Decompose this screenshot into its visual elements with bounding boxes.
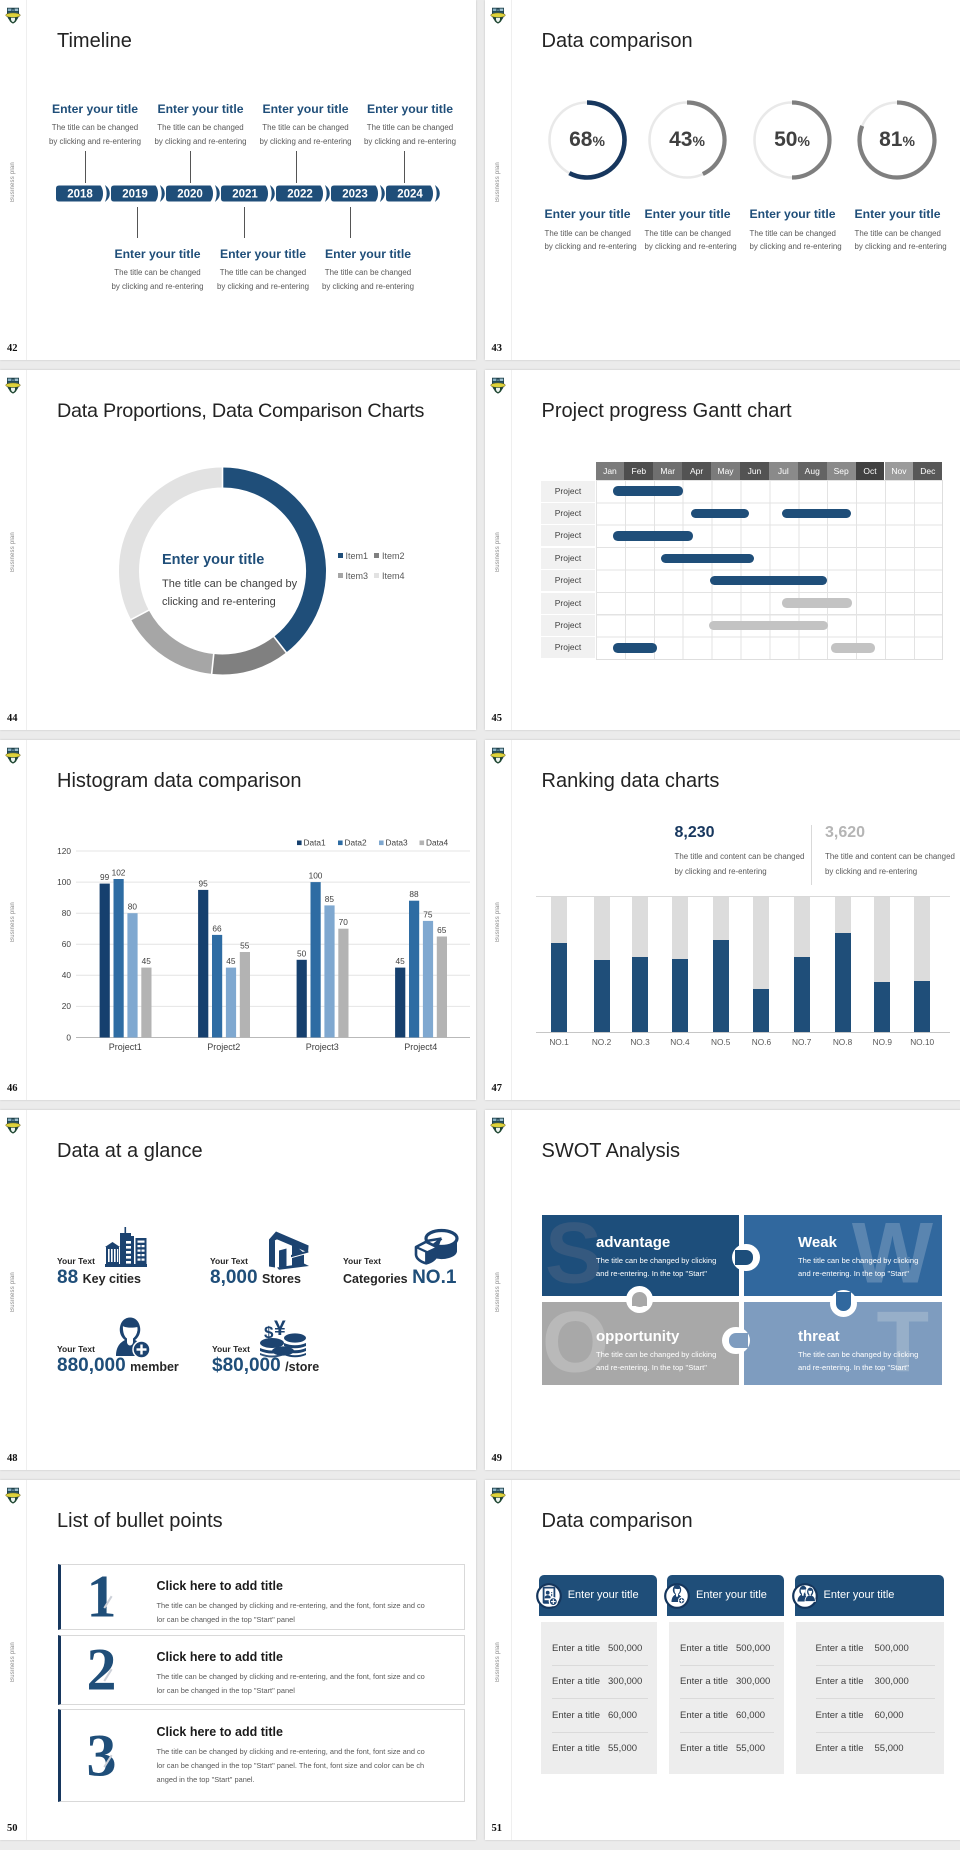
svg-text:2024: 2024 [397, 189, 423, 201]
svg-text:80: 80 [128, 902, 138, 912]
svg-text:2020: 2020 [177, 189, 203, 201]
svg-text:Project1: Project1 [109, 1042, 142, 1052]
svg-text:Data2: Data2 [345, 838, 368, 848]
svg-text:2018: 2018 [67, 189, 93, 201]
svg-text:20: 20 [62, 1001, 72, 1011]
svg-text:45: 45 [395, 956, 405, 966]
svg-text:2019: 2019 [122, 189, 148, 201]
svg-text:102: 102 [112, 868, 126, 878]
svg-text:40: 40 [62, 970, 72, 980]
svg-text:Data3: Data3 [386, 838, 409, 848]
svg-text:95: 95 [198, 878, 208, 888]
svg-text:Project2: Project2 [207, 1042, 240, 1052]
svg-text:0: 0 [66, 1032, 71, 1042]
svg-text:Data4: Data4 [426, 838, 449, 848]
svg-text:2023: 2023 [342, 189, 368, 201]
svg-text:2021: 2021 [232, 189, 258, 201]
svg-text:Project4: Project4 [404, 1042, 437, 1052]
svg-text:120: 120 [57, 846, 71, 856]
svg-text:100: 100 [309, 871, 323, 881]
svg-text:65: 65 [437, 925, 447, 935]
svg-text:Project3: Project3 [306, 1042, 339, 1052]
svg-text:88: 88 [409, 889, 419, 899]
svg-text:Data1: Data1 [304, 838, 327, 848]
svg-text:80: 80 [62, 908, 72, 918]
svg-text:100: 100 [57, 877, 71, 887]
svg-text:2022: 2022 [287, 189, 313, 201]
svg-text:¥: ¥ [274, 1318, 286, 1340]
svg-text:$: $ [264, 1323, 274, 1342]
svg-text:99: 99 [100, 872, 110, 882]
svg-text:75: 75 [423, 909, 433, 919]
svg-text:45: 45 [142, 956, 152, 966]
svg-text:85: 85 [325, 894, 335, 904]
svg-text:45: 45 [226, 956, 236, 966]
svg-text:55: 55 [240, 941, 250, 951]
svg-text:70: 70 [339, 917, 349, 927]
svg-text:60: 60 [62, 939, 72, 949]
svg-text:66: 66 [212, 923, 222, 933]
svg-text:50: 50 [297, 948, 307, 958]
